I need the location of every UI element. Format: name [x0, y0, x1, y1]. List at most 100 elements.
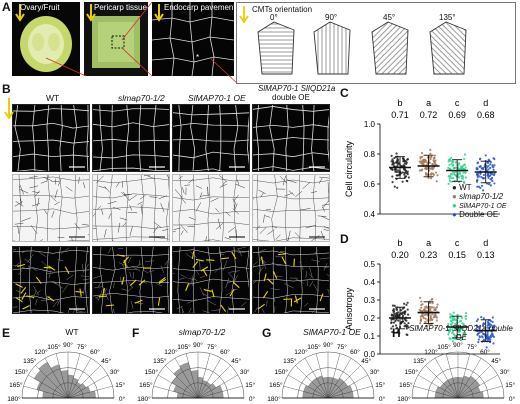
data-point: [491, 316, 494, 319]
micrograph-texture: [93, 175, 169, 241]
data-point: [479, 165, 482, 168]
data-point: [480, 315, 483, 319]
data-point: [432, 173, 435, 177]
rose-svg: 180° 165° 150° 135°120°105° 90° 75°60°45° 30° 1…: [267, 341, 385, 403]
data-point: [431, 297, 434, 301]
y-tick-label: 0.2: [364, 314, 376, 323]
rose-title: slmap70-1/2: [178, 327, 226, 337]
rose-grid-spoke: [457, 353, 471, 399]
data-point: [447, 182, 450, 185]
data-point: [430, 155, 433, 158]
data-point: [403, 171, 406, 174]
y-tick-label: 0.0: [364, 350, 376, 359]
data-point: [475, 166, 478, 169]
data-point: [390, 327, 393, 330]
data-point: [489, 166, 492, 170]
data-point: [449, 337, 452, 341]
y-tick-label: 0.4: [364, 210, 376, 219]
rose-grid-spoke: [197, 374, 238, 399]
rose-grid-spoke: [457, 358, 482, 399]
micrograph-texture: [173, 247, 249, 313]
rose-grid-spoke: [295, 365, 329, 399]
rose-grid-spoke: [23, 385, 69, 399]
rose-angle-label: 30°: [110, 368, 120, 376]
data-point: [420, 169, 423, 172]
data-point: [458, 330, 461, 334]
rose-angle-label: 180°: [7, 395, 21, 403]
data-point: [393, 304, 396, 307]
data-point: [454, 161, 457, 164]
data-point: [396, 159, 399, 162]
data-point: [392, 311, 395, 314]
micrograph-texture: [13, 247, 89, 313]
data-point: [492, 328, 495, 331]
data-point: [453, 334, 457, 337]
rose-plot-e: E WT 180° 165° 150° 135° 120° 105° 90° 75° 60° 45° 3…: [2, 326, 130, 404]
data-point: [449, 175, 452, 178]
data-point: [451, 340, 455, 343]
micrograph-texture: [253, 175, 329, 241]
rose-angle-label: 105°: [47, 343, 61, 351]
data-point: [476, 174, 479, 177]
data-point: [429, 315, 432, 318]
significance-letter: b: [397, 98, 402, 108]
data-point: [482, 168, 485, 171]
rose-angle-label: 90°: [323, 341, 333, 349]
data-point: [406, 313, 410, 316]
data-point: [461, 177, 464, 181]
data-point: [478, 158, 482, 161]
data-point: [406, 301, 409, 304]
data-point: [431, 302, 434, 305]
y-tick-label: 0.3: [364, 296, 376, 305]
data-point: [482, 189, 485, 192]
data-point: [482, 173, 485, 177]
data-point: [461, 165, 464, 168]
data-point: [486, 330, 489, 334]
data-point: [424, 320, 427, 324]
data-point: [403, 162, 406, 165]
data-point: [487, 164, 490, 167]
data-point: [429, 148, 432, 152]
panel-letter-h: H: [392, 326, 401, 340]
data-point: [429, 177, 433, 180]
data-point: [403, 159, 406, 162]
data-point: [433, 154, 436, 157]
data-point: [403, 322, 406, 325]
data-point: [424, 317, 427, 320]
rose-angle-label: 165°: [399, 381, 413, 389]
column-label-double-2: double OE: [272, 93, 310, 102]
data-point: [420, 306, 423, 309]
endocarp-label: Endocarp pavement cells: [164, 3, 254, 12]
data-point: [484, 154, 487, 157]
data-point: [457, 176, 460, 179]
data-point: [431, 166, 434, 170]
cmts-angle-45: 45°: [383, 13, 396, 22]
data-point: [397, 319, 400, 322]
y-tick-label: 0.4: [364, 278, 376, 287]
data-point: [406, 308, 409, 311]
rose-grid-spoke: [457, 374, 498, 399]
data-point: [491, 176, 494, 180]
legend-item-oe: ● SlMAP70-1 OE: [452, 201, 507, 210]
data-point: [492, 335, 496, 338]
data-point: [464, 312, 468, 315]
data-point: [489, 184, 493, 187]
data-point: [462, 323, 465, 326]
rose-grid-spoke: [28, 374, 69, 399]
micrograph-texture: [253, 247, 329, 313]
data-point: [492, 168, 495, 172]
rose-angle-label: 75°: [77, 343, 87, 351]
significance-letter: a: [426, 98, 431, 108]
data-point: [391, 325, 395, 328]
data-point: [450, 324, 453, 327]
data-point: [391, 330, 394, 334]
y-tick-label: 1.0: [364, 120, 376, 129]
data-point: [476, 325, 479, 329]
rose-grid-spoke: [67, 353, 81, 399]
mean-value-label: 0.15: [448, 250, 466, 260]
data-point: [393, 185, 396, 188]
data-point: [488, 174, 491, 177]
micrograph-mt-1: [12, 174, 90, 242]
data-point: [401, 320, 405, 323]
micrograph-mt-4: [252, 174, 330, 242]
